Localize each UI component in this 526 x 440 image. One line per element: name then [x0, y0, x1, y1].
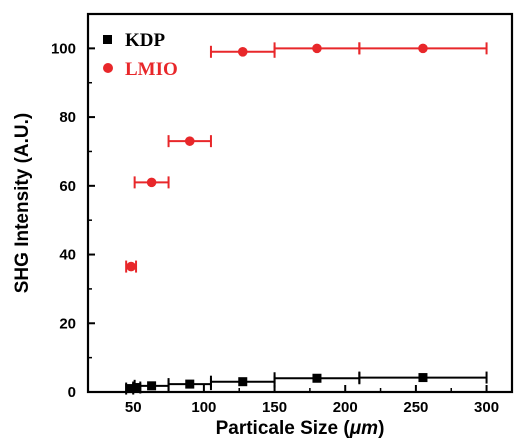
legend-kdp-marker — [103, 35, 112, 44]
x-axis-label-close: ) — [378, 418, 384, 439]
y-tick-label: 60 — [59, 178, 76, 195]
data-point — [312, 373, 322, 383]
data-point — [238, 377, 248, 387]
data-point — [125, 384, 135, 394]
data-point — [146, 177, 157, 188]
data-point — [418, 373, 428, 383]
plot-area — [125, 42, 488, 395]
data-point — [312, 43, 322, 54]
x-axis-label-unit: μm — [349, 418, 378, 439]
data-point — [126, 261, 136, 272]
x-tick-label: 100 — [191, 399, 216, 416]
data-point — [184, 136, 195, 146]
y-tick-label: 80 — [59, 109, 76, 126]
axis-ticks: 50 100 150 200 250 300 0 20 40 60 80 100 — [51, 40, 499, 416]
series-lmio — [125, 42, 488, 273]
x-tick-label: 200 — [333, 399, 358, 416]
legend-lmio-marker — [103, 63, 113, 73]
y-axis-label: SHG Intensity (A.U.) — [12, 113, 33, 294]
data-point — [147, 381, 157, 391]
x-tick-label: 50 — [125, 399, 142, 416]
y-tick-label: 40 — [59, 247, 76, 264]
data-point — [185, 379, 195, 389]
x-tick-label: 150 — [262, 399, 287, 416]
legend-lmio-label: LMIO — [125, 59, 178, 80]
plot-frame — [86, 12, 514, 394]
legend: KDP LMIO — [103, 30, 178, 80]
y-tick-label: 100 — [51, 40, 76, 57]
y-tick-label: 0 — [68, 384, 76, 401]
x-axis-label-text: Particale Size ( — [216, 418, 351, 439]
y-tick-label: 20 — [59, 315, 76, 332]
x-tick-label: 300 — [474, 399, 499, 416]
data-point — [132, 383, 142, 393]
data-point — [237, 47, 248, 57]
data-point — [418, 43, 428, 54]
x-tick-label: 250 — [403, 399, 428, 416]
x-axis-label: Particale Size (μm) — [216, 418, 385, 439]
legend-kdp-label: KDP — [125, 30, 166, 51]
